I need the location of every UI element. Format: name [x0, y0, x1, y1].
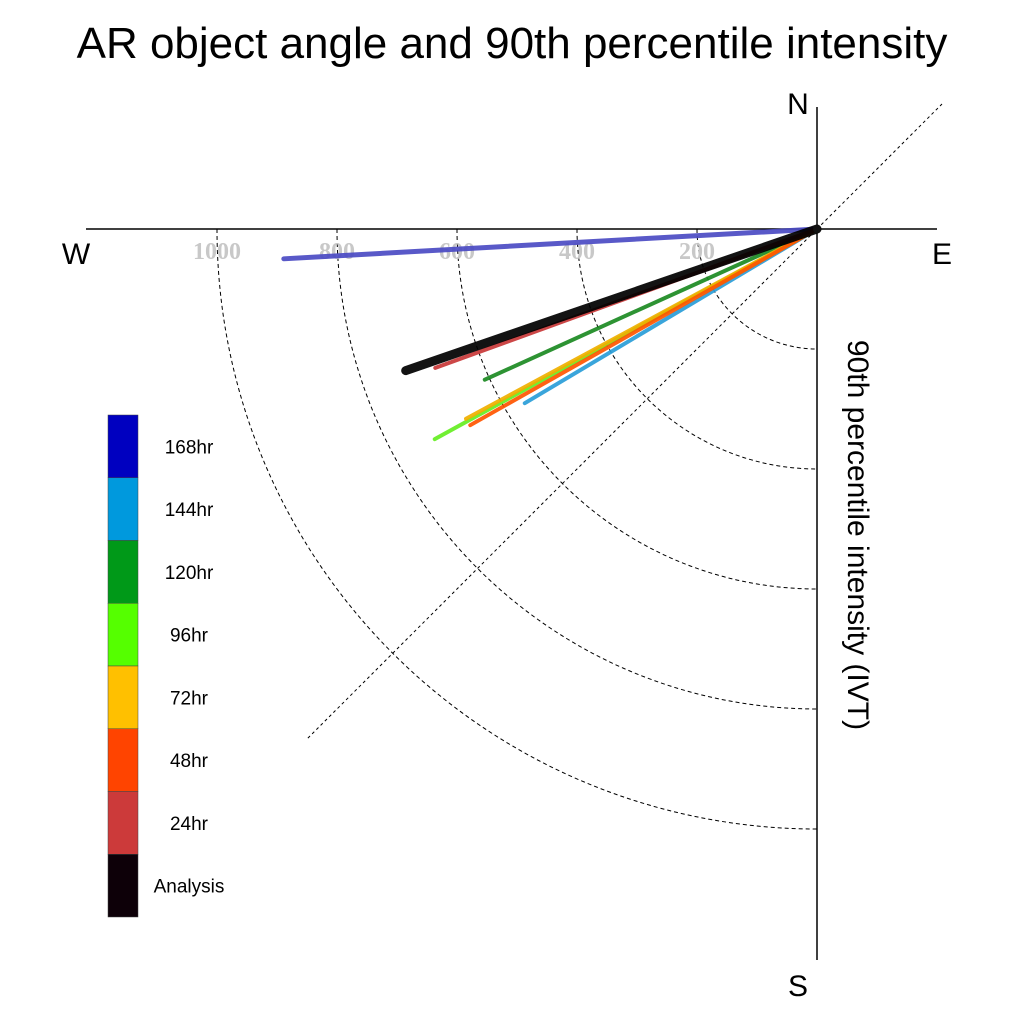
legend-label-72hr: 72hr [170, 688, 209, 709]
radial-tick-800: 800 [319, 239, 355, 265]
legend-label-analysis: Analysis [154, 877, 225, 898]
grid-arc-600 [456, 228, 818, 590]
legend-label-96hr: 96hr [170, 626, 209, 647]
south-label: S [788, 970, 808, 1003]
east-label: E [932, 238, 952, 271]
legend-label-168hr: 168hr [165, 437, 214, 458]
grid-arc-400 [576, 228, 818, 470]
series-line-168hr [281, 226, 820, 262]
west-label: W [62, 238, 91, 271]
legend-swatch-120hr [107, 540, 139, 604]
legend-label-144hr: 144hr [165, 500, 214, 521]
legend-swatch-72hr [107, 665, 139, 729]
radial-tick-1000: 1000 [193, 239, 241, 265]
legend-swatch-analysis [107, 854, 139, 918]
chart-title: AR object angle and 90th percentile inte… [77, 19, 948, 68]
series-line-120hr [482, 227, 819, 382]
legend-label-48hr: 48hr [170, 751, 209, 772]
legend-label-24hr: 24hr [170, 814, 209, 835]
legend-swatch-24hr [107, 791, 139, 855]
legend-swatch-168hr [107, 414, 139, 478]
legend: 168hr 144hr 120hr 96hr 72hr 48hr 24hr Analysis [107, 414, 225, 918]
radial-tick-200: 200 [679, 239, 715, 265]
series-line-48hr [468, 227, 819, 428]
series-lines [281, 224, 822, 442]
legend-label-120hr: 120hr [165, 563, 214, 584]
polar-grid [216, 103, 943, 830]
north-label: N [787, 88, 809, 121]
radial-axis-label: 90th percentile intensity (IVT) [841, 340, 874, 730]
grid-arc-800 [336, 228, 818, 710]
legend-swatch-48hr [107, 728, 139, 792]
series-line-analysis [401, 224, 822, 376]
legend-swatch-96hr [107, 603, 139, 667]
legend-swatch-144hr [107, 477, 139, 541]
origin-dot [813, 225, 821, 233]
